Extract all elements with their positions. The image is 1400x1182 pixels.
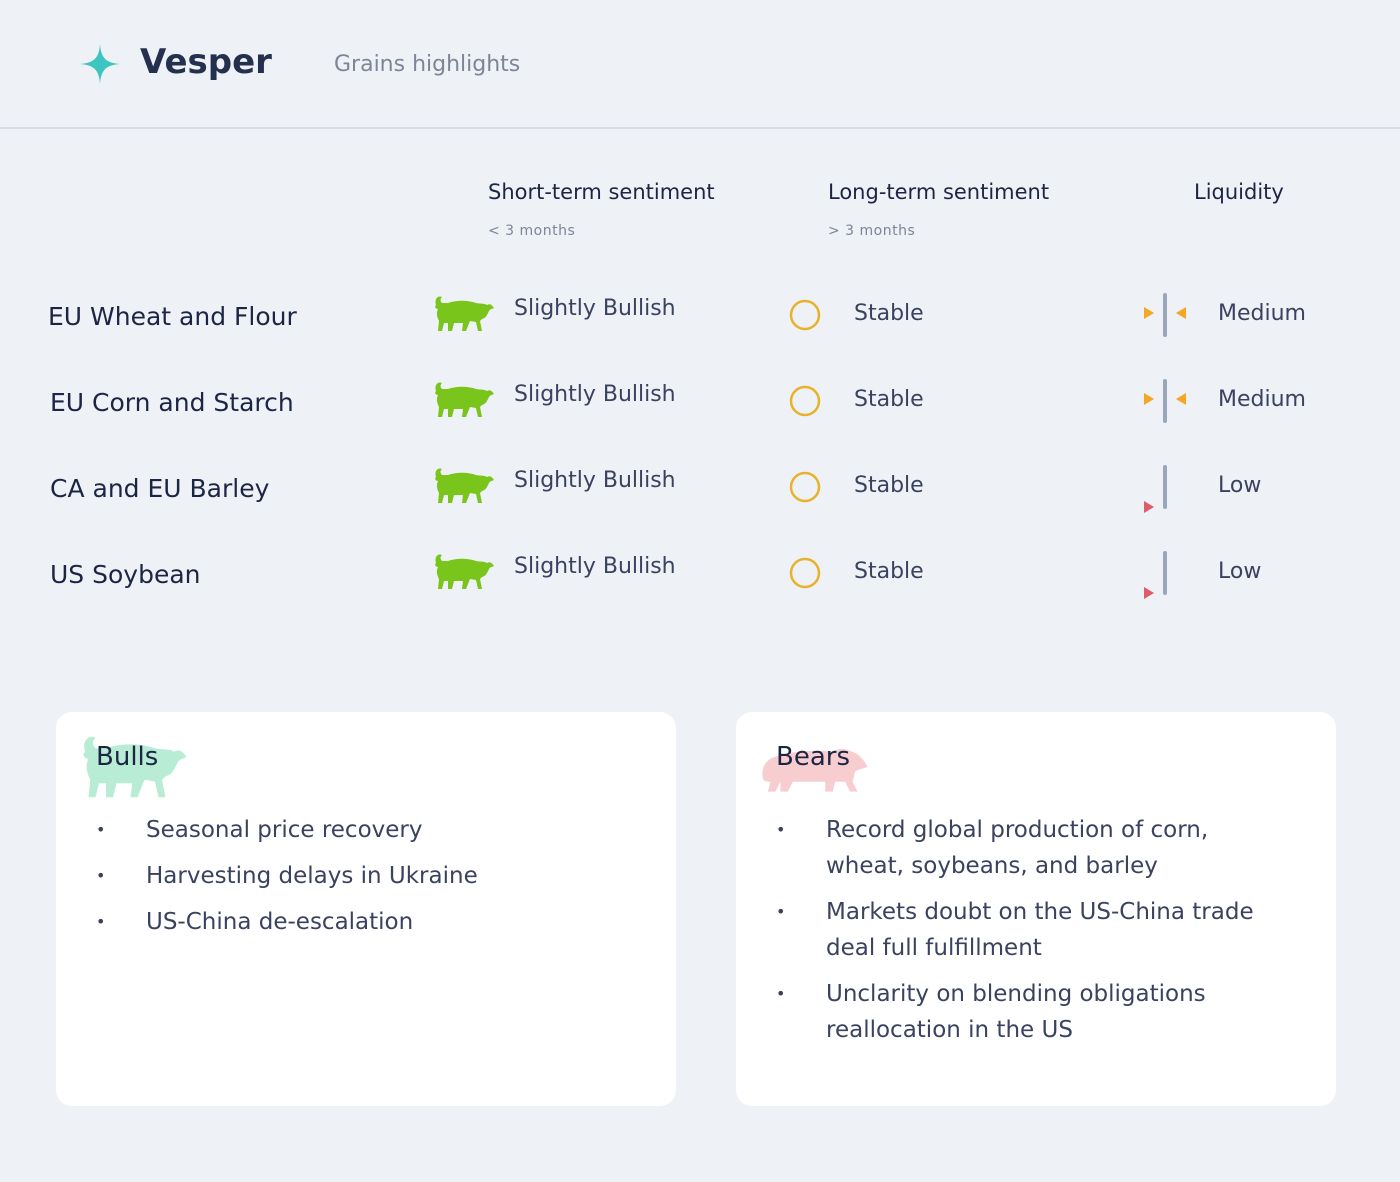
bull-icon xyxy=(432,290,496,338)
short-term: Slightly Bullish xyxy=(514,554,676,579)
column-title: Long-term sentiment xyxy=(828,180,1050,204)
column-note: > 3 months xyxy=(828,223,916,239)
list-item: Harvesting delays in Ukraine xyxy=(96,858,478,894)
liquidity: Low xyxy=(1218,559,1262,584)
card-title: Bears xyxy=(776,742,851,772)
row-name: US Soybean xyxy=(50,560,201,589)
list-item: Unclarity on blending obligations reallo… xyxy=(776,976,1256,1048)
bears-card: Bears Record global production of corn, … xyxy=(736,712,1336,1106)
liquidity-icon xyxy=(1142,549,1192,615)
list-item: Markets doubt on the US-China trade deal… xyxy=(776,894,1256,966)
liquidity-icon xyxy=(1142,463,1192,529)
list-item: Seasonal price recovery xyxy=(96,812,478,848)
long-term: Stable xyxy=(854,301,924,326)
logo-star xyxy=(80,44,120,84)
stable-icon xyxy=(789,557,821,593)
liquidity-icon xyxy=(1142,291,1192,345)
bulls-card: Bulls Seasonal price recovery Harvesting … xyxy=(56,712,676,1106)
stable-icon xyxy=(789,471,821,507)
list-item: US-China de-escalation xyxy=(96,904,478,940)
bulls-list: Seasonal price recovery Harvesting delays… xyxy=(96,812,478,950)
subtitle: Grains highlights xyxy=(334,52,521,77)
bull-icon xyxy=(432,548,496,596)
bull-icon xyxy=(432,462,496,510)
row-name: CA and EU Barley xyxy=(50,474,270,503)
liquidity-icon xyxy=(1142,377,1192,431)
long-term: Stable xyxy=(854,559,924,584)
liquidity: Low xyxy=(1218,473,1262,498)
short-term: Slightly Bullish xyxy=(514,296,676,321)
column-title: Liquidity xyxy=(1194,180,1284,204)
column-title: Short-term sentiment xyxy=(488,180,715,204)
row-name: EU Wheat and Flour xyxy=(48,302,297,331)
brand: Vesper xyxy=(140,42,272,82)
stable-icon xyxy=(789,385,821,421)
bull-icon xyxy=(432,376,496,424)
long-term: Stable xyxy=(854,473,924,498)
header: Vesper Grains highlights xyxy=(0,0,1400,129)
list-item: Record global production of corn, wheat,… xyxy=(776,812,1256,884)
short-term: Slightly Bullish xyxy=(514,382,676,407)
stable-icon xyxy=(789,299,821,335)
card-title: Bulls xyxy=(96,742,159,772)
long-term: Stable xyxy=(854,387,924,412)
liquidity: Medium xyxy=(1218,387,1306,412)
bears-list: Record global production of corn, wheat,… xyxy=(776,812,1256,1058)
column-note: < 3 months xyxy=(488,223,576,239)
row-name: EU Corn and Starch xyxy=(50,388,294,417)
liquidity: Medium xyxy=(1218,301,1306,326)
short-term: Slightly Bullish xyxy=(514,468,676,493)
